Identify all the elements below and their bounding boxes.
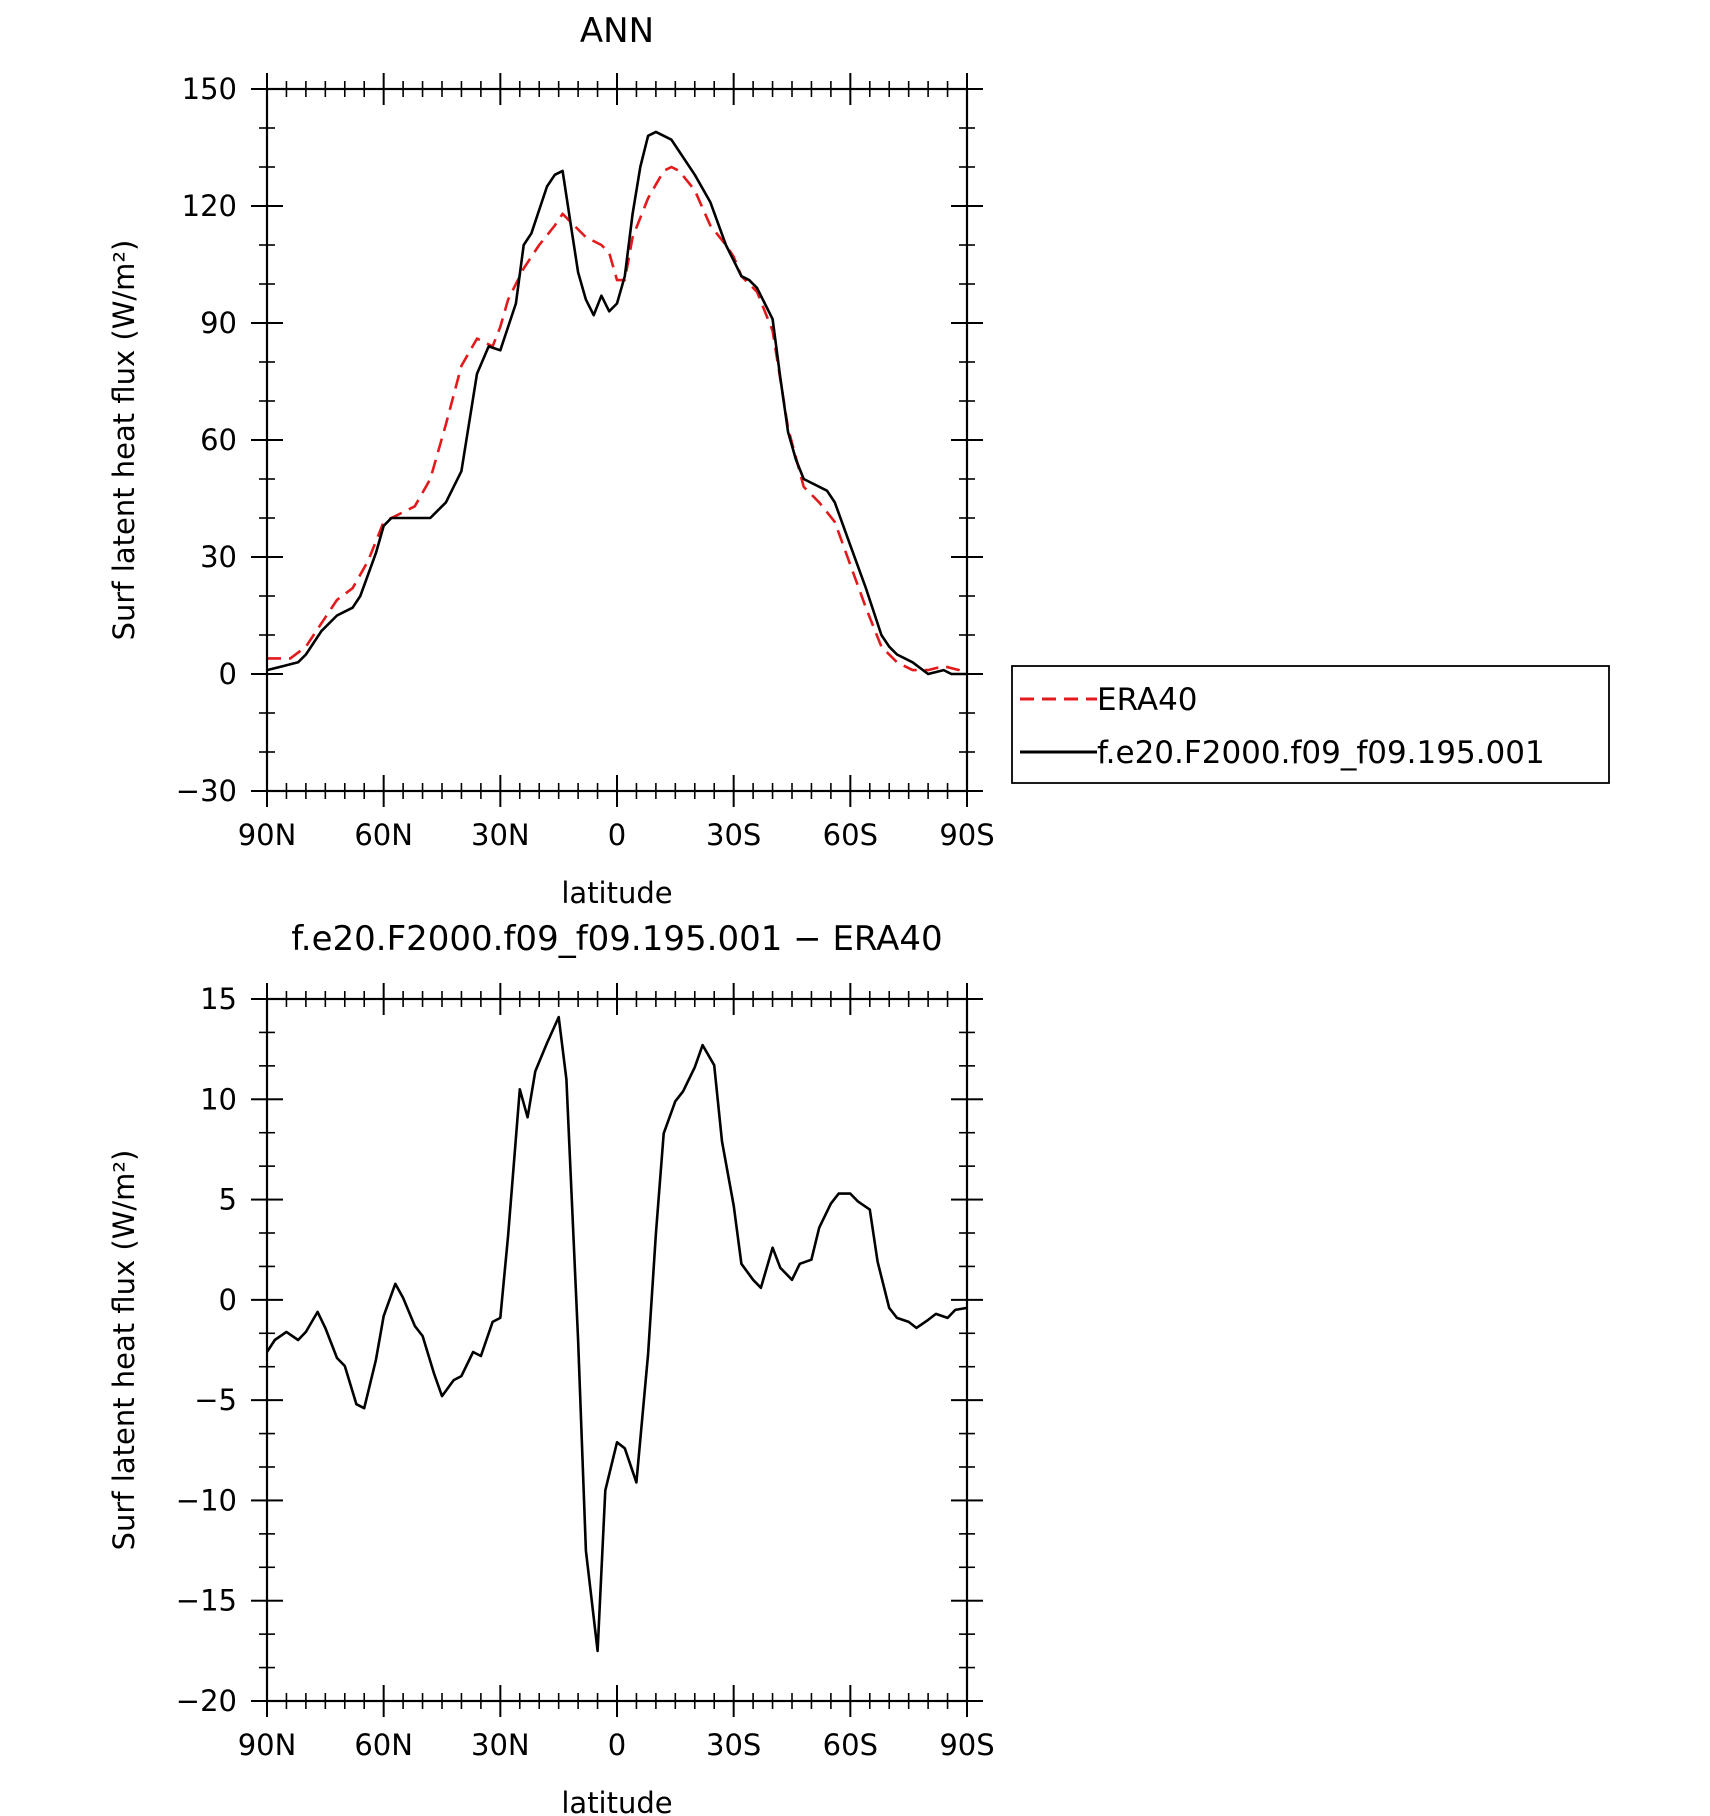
chart-top-series	[266, 130, 968, 676]
legend-label-model: f.e20.F2000.f09_f09.195.001	[1097, 735, 1545, 771]
chart-bottom-ytick-label: −10	[176, 1483, 237, 1517]
chart-top-xtick-label: 60N	[354, 818, 413, 852]
chart-bottom-ytick-label: 10	[200, 1082, 237, 1116]
chart-bottom-xtick-label: 60N	[354, 1728, 413, 1762]
chart-bottom-xlabel: latitude	[561, 1786, 672, 1816]
chart-bottom-frame	[265, 997, 969, 1703]
chart-bottom-xtick-label: 30S	[706, 1728, 761, 1762]
chart-bottom-xtick-label: 60S	[823, 1728, 878, 1762]
chart-bottom-title: f.e20.F2000.f09_f09.195.001 − ERA40	[291, 919, 942, 959]
chart-bottom-ylabel: Surf latent heat flux (W/m²)	[107, 1150, 141, 1551]
chart-top-frame	[265, 87, 969, 793]
chart-top-xtick-label: 90S	[939, 818, 994, 852]
chart-bottom-ytick-label: −5	[194, 1383, 237, 1417]
chart-top-xtick-label: 90N	[238, 818, 297, 852]
chart-bottom-ytick-label: 5	[219, 1183, 237, 1217]
chart-bottom-ytick-label: −20	[176, 1684, 237, 1718]
chart-top-series-line-0	[267, 165, 968, 676]
chart-top-ylabel: Surf latent heat flux (W/m²)	[107, 240, 141, 641]
legend: ERA40 f.e20.F2000.f09_f09.195.001	[1011, 665, 1610, 784]
chart-bottom-xtick-label: 30N	[471, 1728, 530, 1762]
chart-top-ytick-label: 30	[200, 540, 237, 574]
chart-top-ytick-label: 60	[200, 423, 237, 457]
chart-top-ytick-label: −30	[176, 774, 237, 808]
chart-top-ytick-label: 0	[219, 657, 237, 691]
chart-top: ANN 90N 60N 30N 0 30S 60S 90S−300306090120150 …	[107, 11, 1610, 910]
chart-top-xtick-label: 0	[608, 818, 626, 852]
chart-top-xtick-label: 30S	[706, 818, 761, 852]
chart-top-ytick-label: 150	[182, 72, 237, 106]
chart-bottom-series-line-0	[265, 1015, 968, 1653]
chart-top-series-line-1	[266, 130, 967, 676]
chart-bottom-xtick-label: 90N	[238, 1728, 297, 1762]
chart-top-title: ANN	[580, 11, 654, 51]
legend-label-era40: ERA40	[1097, 682, 1198, 718]
chart-top-xtick-label: 60S	[823, 818, 878, 852]
chart-top-ytick-label: 120	[182, 189, 237, 223]
chart-bottom-ytick-label: 0	[219, 1283, 237, 1317]
chart-top-xlabel: latitude	[561, 876, 672, 910]
chart-bottom-xtick-label: 0	[608, 1728, 626, 1762]
chart-bottom-ticks: 90N 60N 30N 0 30S 60S 90S −20 −15 −10 −5 0 5 10 15	[176, 982, 995, 1762]
chart-top-xtick-label: 30N	[471, 818, 530, 852]
chart-bottom-ytick-label: 15	[200, 982, 237, 1016]
chart-bottom-xtick-label: 90S	[939, 1728, 994, 1762]
chart-bottom-ytick-label: −15	[176, 1584, 237, 1618]
chart-top-ytick-label: 90	[200, 306, 237, 340]
chart-top-ticks: 90N 60N 30N 0 30S 60S 90S −30 0 30 60 90 120 150	[176, 72, 995, 852]
chart-bottom-series	[265, 1015, 968, 1653]
legend-box	[1011, 665, 1610, 784]
chart-bottom: f.e20.F2000.f09_f09.195.001 − ERA40 90N 6…	[107, 919, 995, 1816]
